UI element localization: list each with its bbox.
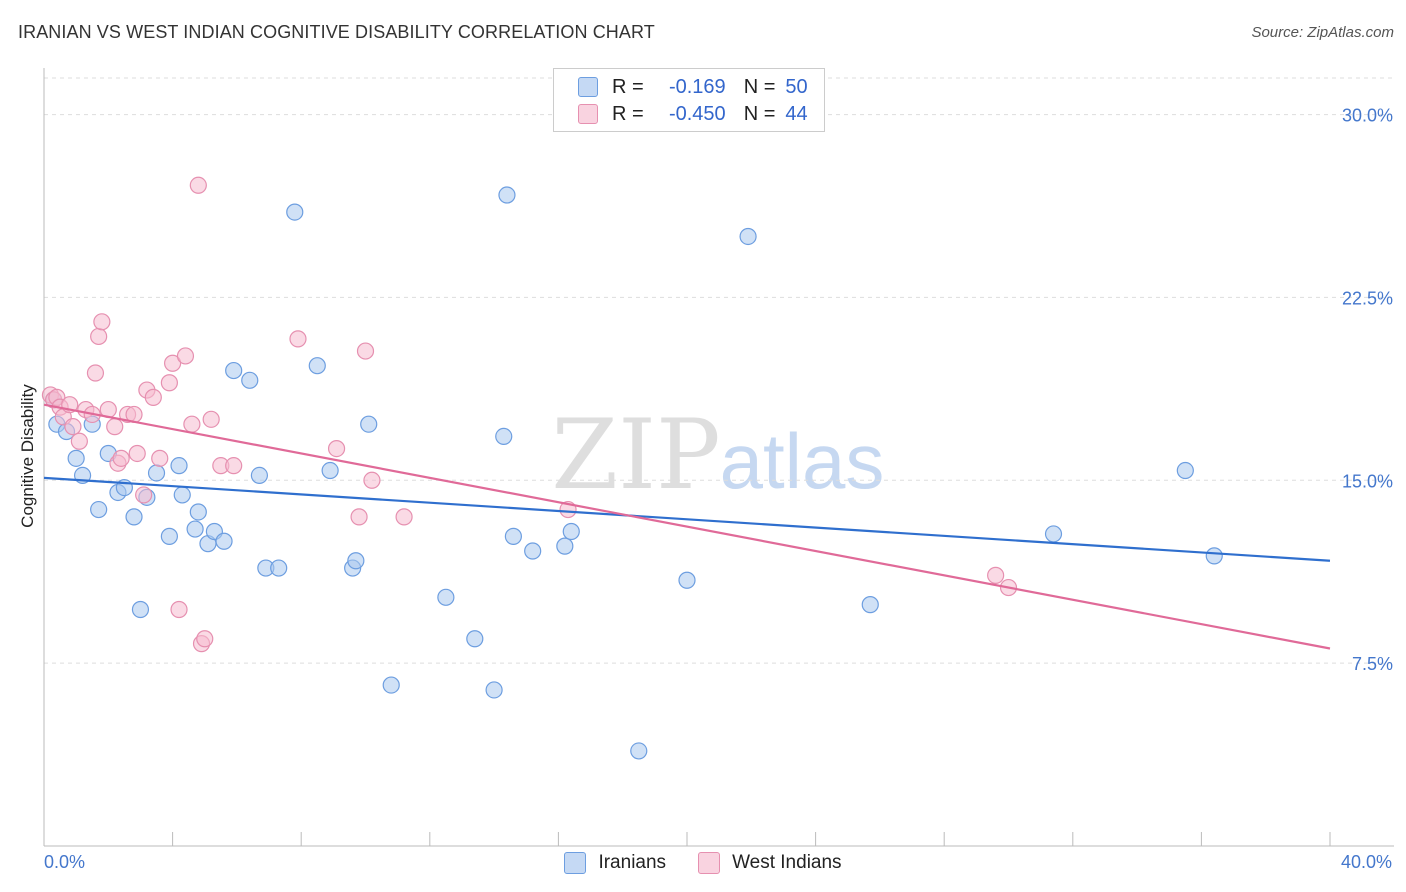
point-iranians — [678, 571, 696, 589]
point-iranians — [147, 464, 166, 482]
point-iranians — [215, 532, 233, 550]
point-west-indians — [202, 410, 220, 428]
r-label: R = — [612, 102, 644, 125]
n-label: N = — [743, 102, 776, 125]
point-west-indians — [144, 388, 162, 406]
point-west-indians — [160, 374, 178, 392]
point-iranians — [131, 600, 150, 619]
point-iranians — [225, 361, 243, 380]
legend-label-west-indians: West Indians — [732, 852, 842, 873]
source-label: Source: ZipAtlas.com — [1251, 24, 1394, 41]
point-iranians — [189, 503, 207, 521]
point-west-indians — [289, 330, 307, 348]
point-iranians — [67, 449, 85, 467]
point-west-indians — [135, 486, 153, 504]
y-tick-label: 7.5% — [1352, 654, 1393, 674]
legend-swatch-iranians — [578, 77, 598, 97]
point-west-indians — [350, 508, 368, 526]
point-iranians — [485, 681, 503, 699]
point-iranians — [125, 508, 143, 526]
point-west-indians — [112, 449, 130, 467]
n-label: N = — [743, 75, 776, 98]
point-iranians — [1176, 461, 1194, 480]
legend-swatch-iranians — [564, 852, 587, 874]
r-value-iranians: -0.169 — [668, 75, 726, 98]
point-west-indians — [327, 439, 346, 458]
point-iranians — [562, 522, 580, 541]
point-iranians — [495, 427, 513, 445]
stats-legend: R = -0.169 N = 50 R = -0.450 N = 44 — [553, 68, 825, 132]
point-iranians — [437, 588, 455, 606]
chart-title: IRANIAN VS WEST INDIAN COGNITIVE DISABIL… — [18, 22, 655, 42]
point-west-indians — [176, 347, 195, 365]
point-west-indians — [90, 327, 108, 346]
legend-item-west-indians[interactable]: West Indians — [698, 852, 842, 874]
y-tick-label: 22.5% — [1342, 288, 1393, 308]
point-west-indians — [70, 432, 88, 450]
point-west-indians — [363, 471, 381, 489]
point-iranians — [241, 371, 259, 389]
point-iranians — [250, 466, 269, 485]
point-iranians — [504, 527, 522, 545]
point-west-indians — [170, 600, 188, 619]
trend-line-iranians — [43, 476, 1331, 562]
r-value-west-indians: -0.450 — [668, 102, 726, 125]
point-west-indians — [183, 415, 201, 433]
x-tick-label-max: 40.0% — [1340, 852, 1392, 872]
point-iranians — [173, 486, 191, 504]
point-west-indians — [395, 508, 413, 526]
point-iranians — [1044, 525, 1063, 543]
series-legend: Iranians West Indians — [0, 852, 1406, 874]
point-iranians — [160, 527, 178, 545]
n-value-west-indians: 44 — [785, 102, 808, 125]
point-west-indians — [225, 457, 243, 475]
point-iranians — [170, 457, 188, 475]
point-west-indians — [164, 354, 182, 372]
legend-label-iranians: Iranians — [598, 852, 667, 873]
point-west-indians — [93, 313, 111, 331]
point-iranians — [739, 227, 757, 246]
point-west-indians — [189, 176, 207, 194]
point-iranians — [321, 461, 339, 480]
watermark-atlas: atlas — [720, 417, 885, 505]
point-west-indians — [356, 342, 375, 360]
point-west-indians — [128, 444, 146, 463]
point-iranians — [556, 537, 574, 555]
watermark-zip: ZIP — [551, 399, 720, 511]
point-iranians — [308, 357, 326, 375]
point-west-indians — [151, 449, 169, 467]
point-iranians — [286, 203, 304, 221]
point-iranians — [347, 552, 365, 570]
y-tick-label: 30.0% — [1342, 106, 1393, 126]
point-west-indians — [987, 566, 1005, 584]
point-iranians — [270, 559, 288, 577]
point-west-indians — [86, 364, 105, 382]
r-label: R = — [612, 75, 644, 98]
point-iranians — [861, 596, 879, 614]
point-iranians — [524, 542, 542, 560]
legend-row-west-indians: R = -0.450 N = 44 — [578, 102, 808, 126]
legend-row-iranians: R = -0.169 N = 50 — [578, 75, 808, 99]
point-west-indians — [106, 418, 124, 436]
point-iranians — [186, 520, 204, 538]
x-tick-label-min: 0.0% — [44, 852, 86, 872]
point-west-indians — [64, 418, 82, 436]
trend-line-west-indians — [43, 403, 1331, 650]
point-iranians — [90, 500, 108, 519]
legend-swatch-west-indians — [578, 104, 598, 124]
point-west-indians — [196, 630, 214, 648]
y-tick-label: 15.0% — [1342, 471, 1393, 491]
legend-swatch-west-indians — [698, 852, 721, 874]
n-value-iranians: 50 — [785, 75, 808, 98]
point-iranians — [498, 186, 516, 204]
point-iranians — [360, 415, 378, 433]
point-iranians — [1205, 547, 1223, 565]
legend-item-iranians[interactable]: Iranians — [564, 852, 666, 874]
point-iranians — [382, 676, 400, 694]
point-iranians — [466, 630, 484, 648]
point-iranians — [630, 742, 648, 760]
